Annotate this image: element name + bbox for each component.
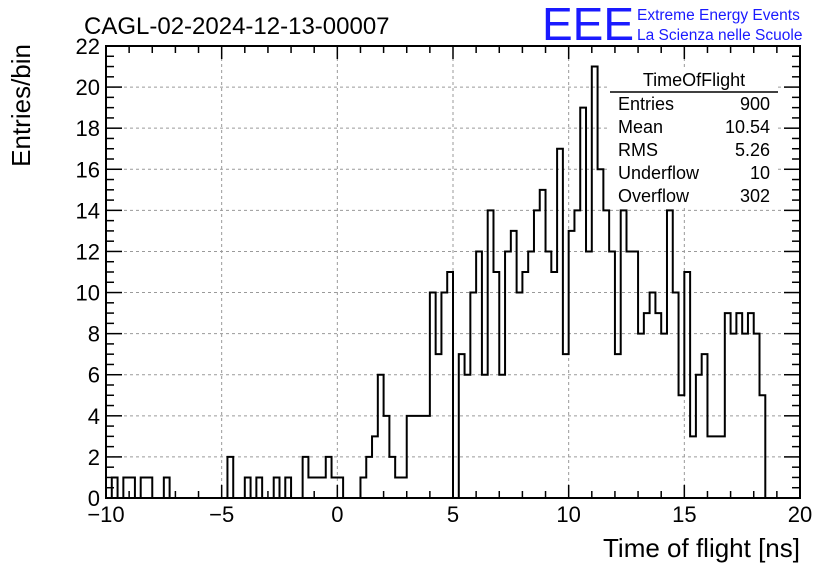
x-tick-label: −5	[209, 502, 234, 527]
logo-line2: La Scienza nelle Scuole	[637, 27, 802, 44]
stats-box-title: TimeOfFlight	[643, 70, 745, 90]
stats-box: TimeOfFlight Entries 900 Mean 10.54 RMS …	[610, 68, 778, 208]
eee-logo: EEE Extreme Energy Events La Scienza nel…	[542, 0, 802, 50]
y-tick-label: 10	[76, 281, 100, 306]
stat-label-entries: Entries	[618, 94, 674, 114]
y-tick-label: 20	[76, 75, 100, 100]
logo-line1: Extreme Energy Events	[637, 7, 800, 24]
y-tick-label: 8	[88, 322, 100, 347]
y-tick-label: 4	[88, 404, 100, 429]
stat-value-entries: 900	[740, 94, 770, 114]
x-tick-label: 5	[447, 502, 459, 527]
y-axis-label: Entries/bin	[6, 44, 36, 167]
x-axis-label: Time of flight [ns]	[603, 533, 800, 563]
stat-value-underflow: 10	[750, 163, 770, 183]
y-tick-label: 14	[76, 198, 100, 223]
stat-label-overflow: Overflow	[618, 186, 690, 206]
x-tick-label: 15	[672, 502, 696, 527]
stat-label-rms: RMS	[618, 140, 658, 160]
stat-label-underflow: Underflow	[618, 163, 700, 183]
y-tick-label: 0	[88, 486, 100, 511]
y-tick-label: 12	[76, 239, 100, 264]
stat-value-overflow: 302	[740, 186, 770, 206]
x-tick-label: −10	[87, 502, 124, 527]
y-tick-label: 6	[88, 363, 100, 388]
x-tick-label: 10	[556, 502, 580, 527]
y-tick-labels: 0 2 4 6 8 10 12 14 16 18 20 22	[76, 34, 100, 511]
x-tick-label: 0	[331, 502, 343, 527]
stat-value-rms: 5.26	[735, 140, 770, 160]
logo-letters: EEE	[542, 0, 634, 50]
x-tick-labels: −10 −5 0 5 10 15 20	[87, 502, 812, 527]
x-tick-label: 20	[788, 502, 812, 527]
y-tick-label: 2	[88, 445, 100, 470]
run-title: CAGL-02-2024-12-13-00007	[84, 13, 390, 40]
y-tick-label: 16	[76, 157, 100, 182]
y-tick-label: 18	[76, 116, 100, 141]
axis-ticks	[105, 45, 801, 499]
y-tick-label: 22	[76, 34, 100, 59]
stat-label-mean: Mean	[618, 117, 663, 137]
stat-value-mean: 10.54	[725, 117, 770, 137]
